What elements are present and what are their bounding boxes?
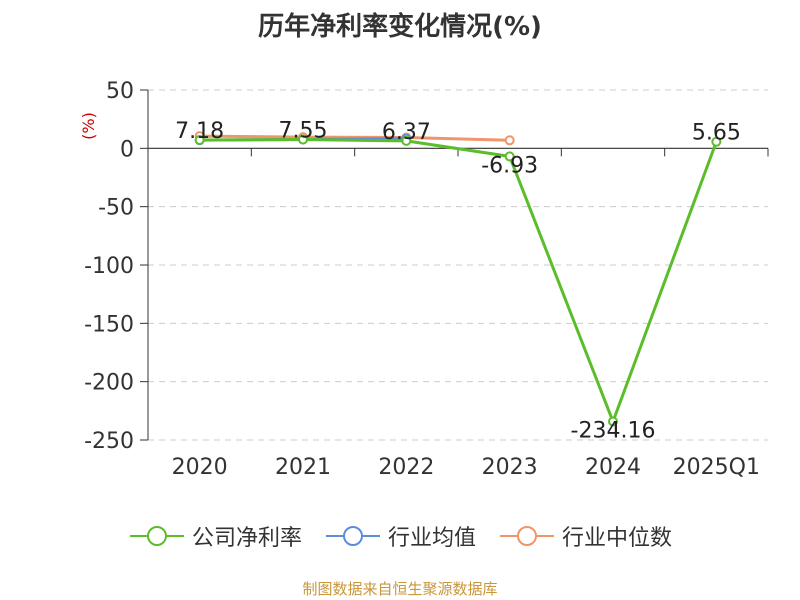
data-label: 7.18 xyxy=(175,119,224,144)
x-tick-label: 2025Q1 xyxy=(673,455,760,480)
chart-title: 历年净利率变化情况(%) xyxy=(258,12,542,42)
y-tick-label: -50 xyxy=(98,196,134,221)
x-tick-label: 2022 xyxy=(378,455,434,480)
series-line-2 xyxy=(199,134,510,142)
grid-lines xyxy=(148,89,768,441)
data-point xyxy=(504,135,515,146)
y-axis-unit-label: (%) xyxy=(79,112,98,140)
legend-item: 行业均值 xyxy=(324,520,476,552)
legend-marker-icon xyxy=(129,526,184,546)
data-point xyxy=(711,136,722,147)
data-label: -234.16 xyxy=(571,419,656,444)
legend-label: 公司净利率 xyxy=(191,526,302,551)
series-lines xyxy=(194,131,722,427)
legend-item: 行业中位数 xyxy=(498,520,672,552)
axes: 50 0 -50 -100 -150 -200 -250 2020 2021 2022 2023 20… xyxy=(84,79,769,480)
data-point xyxy=(504,151,515,162)
y-tick-label: 50 xyxy=(106,79,134,104)
data-labels: 7.18 7.55 6.37 -6.93 -234.16 5.65 xyxy=(175,119,741,444)
x-tick-label: 2020 xyxy=(172,455,228,480)
source-note: 制图数据来自恒生聚源数据库 xyxy=(302,580,498,598)
x-tick-label: 2024 xyxy=(585,455,641,480)
y-tick-label: -100 xyxy=(84,254,134,279)
data-label: 7.55 xyxy=(279,119,328,144)
series-line-0 xyxy=(199,138,718,424)
legend-circle xyxy=(517,526,537,546)
data-point xyxy=(401,135,412,146)
legend-marker-icon xyxy=(325,526,380,546)
legend: 公司净利率 行业均值 行业中位数 xyxy=(0,520,800,552)
y-tick-label: -150 xyxy=(84,312,134,337)
x-tick-label: 2021 xyxy=(275,455,331,480)
legend-label: 行业中位数 xyxy=(562,526,673,551)
data-label: 6.37 xyxy=(382,120,431,145)
data-point xyxy=(298,134,308,145)
x-tick-label: 2023 xyxy=(482,455,538,480)
data-label: -6.93 xyxy=(481,153,538,178)
data-point xyxy=(194,134,205,145)
y-tick-label: -200 xyxy=(84,371,134,396)
line-chart: 50 0 -50 -100 -150 -200 -250 2020 2021 2022 2023 20… xyxy=(79,79,769,480)
data-point xyxy=(608,416,618,427)
legend-label: 行业均值 xyxy=(387,526,476,551)
y-tick-label: 0 xyxy=(120,137,134,162)
legend-circle xyxy=(146,526,167,546)
y-tick-label: -250 xyxy=(84,429,134,454)
data-label: 5.65 xyxy=(692,121,741,146)
legend-circle xyxy=(342,526,363,546)
legend-marker-icon xyxy=(500,526,554,546)
legend-item: 公司净利率 xyxy=(128,520,302,552)
